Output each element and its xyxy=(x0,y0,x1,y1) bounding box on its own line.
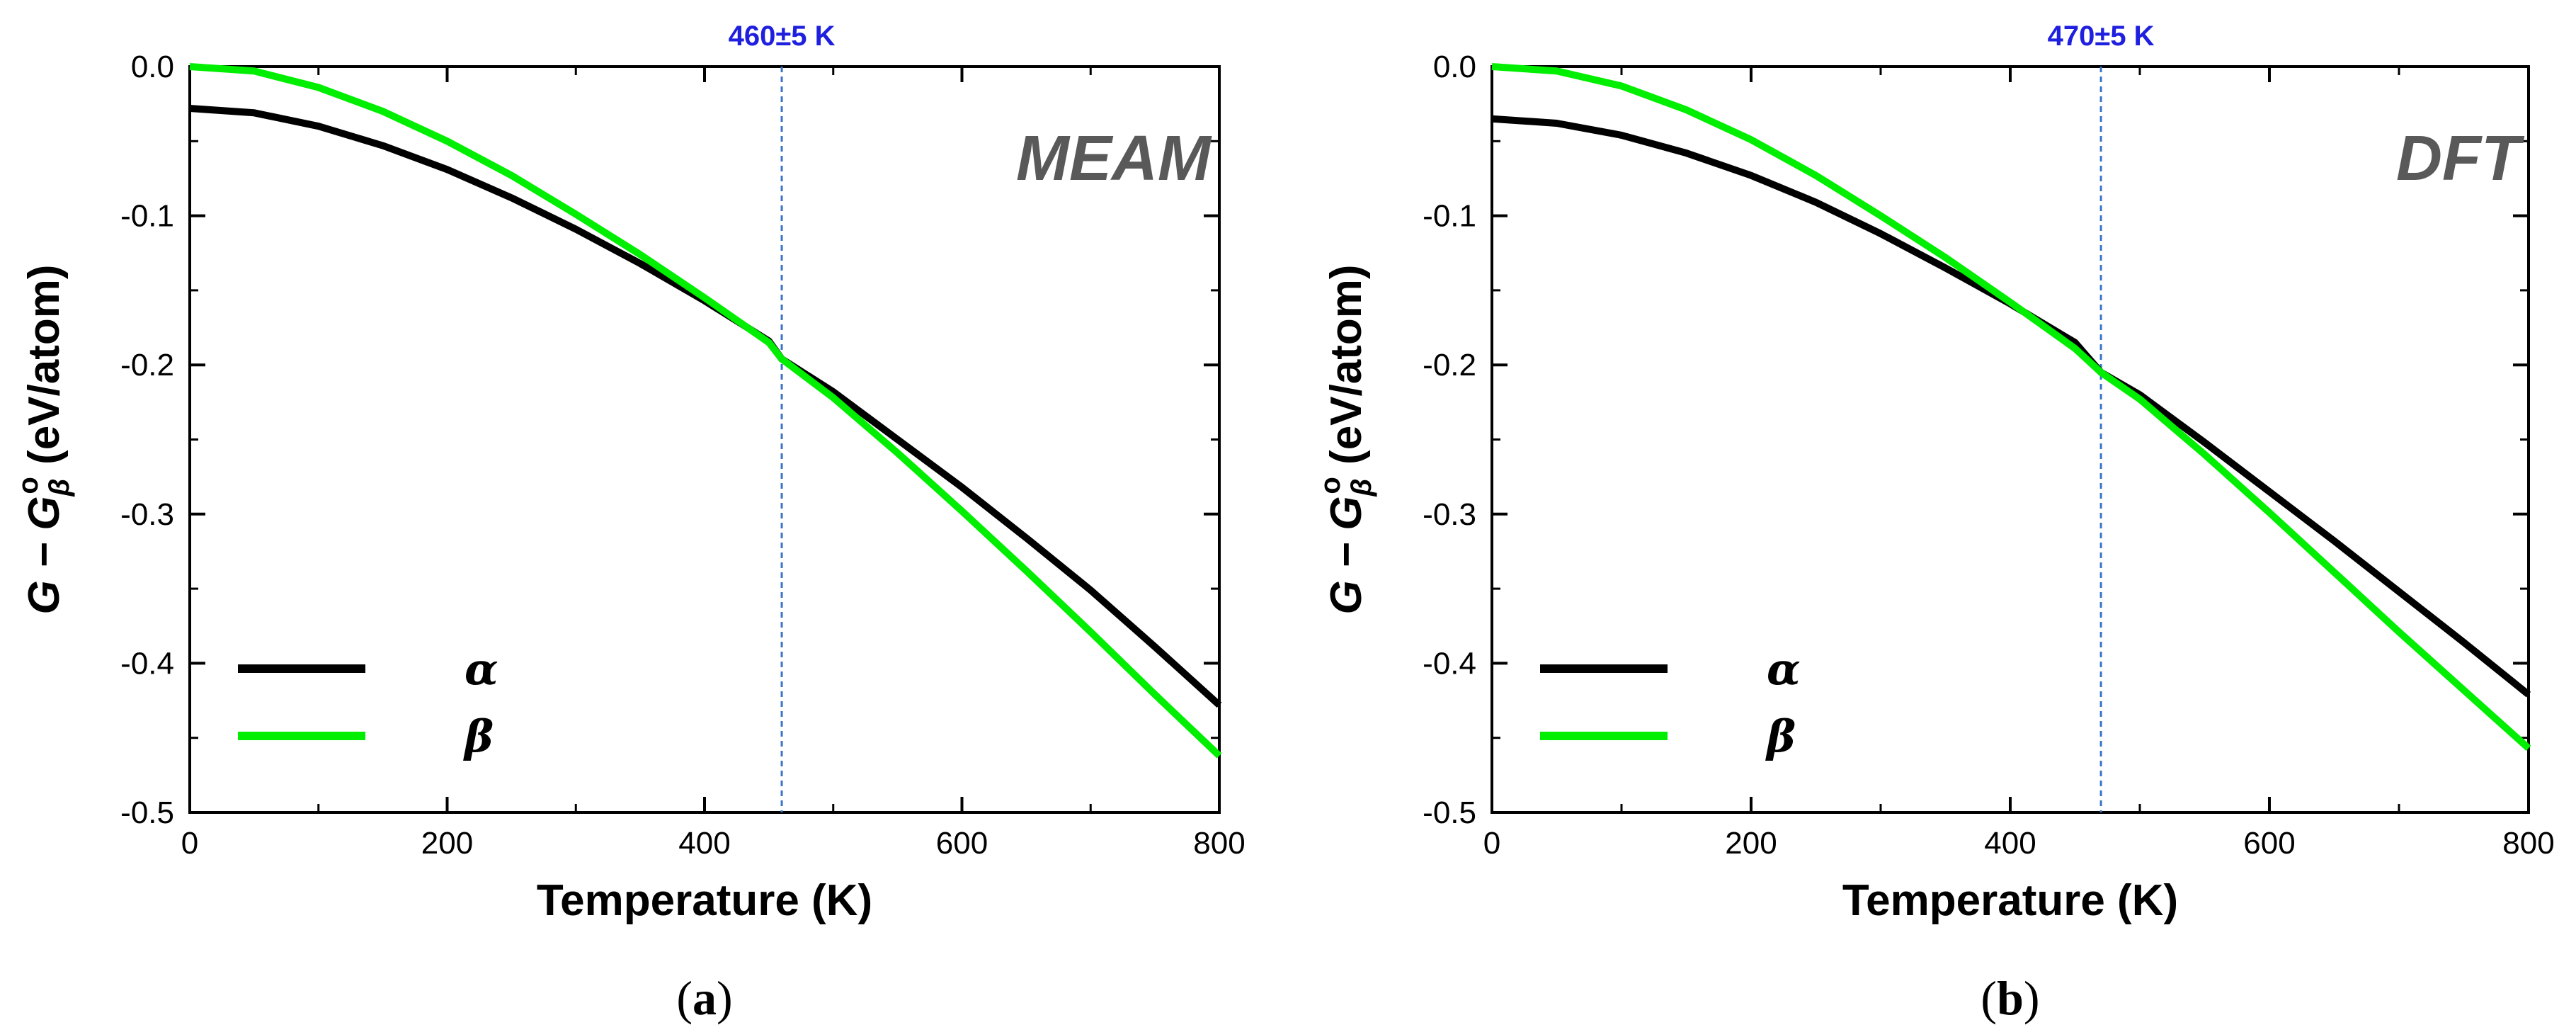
transition-temperature-label: 470±5 K xyxy=(2048,21,2155,52)
y-tick-label: -0.4 xyxy=(1423,646,1476,681)
panel-label-close: ) xyxy=(717,971,733,1025)
y-tick-label: -0.3 xyxy=(120,497,174,532)
transition-temperature-label: 460±5 K xyxy=(729,21,836,52)
panel-label-close: ) xyxy=(2024,971,2040,1025)
panel-label-letter: a xyxy=(693,971,717,1025)
y-tick-label: 0.0 xyxy=(1433,50,1476,84)
legend-label-beta: β xyxy=(1765,710,1796,762)
panel-label-letter: b xyxy=(1997,971,2024,1025)
x-axis-title: Temperature (K) xyxy=(1842,876,2178,925)
series-line-beta xyxy=(1491,63,2531,752)
y-tick-label: -0.3 xyxy=(1423,497,1476,532)
y-axis-title-unit: (eV/atom) xyxy=(20,264,69,477)
y-axis-title: G − Gβo (eV/atom) xyxy=(1315,264,1377,614)
y-tick-label: -0.5 xyxy=(120,795,174,830)
x-tick-label: 600 xyxy=(936,826,988,861)
y-axis-title-unit: (eV/atom) xyxy=(1322,264,1371,477)
method-label: MEAM xyxy=(1016,123,1212,194)
x-tick-labels: 0 200 400 600 800 xyxy=(1483,826,2555,861)
y-tick-label: 0.0 xyxy=(131,50,174,84)
plot-frame xyxy=(1491,65,2530,814)
x-tick-label: 400 xyxy=(678,826,730,861)
legend: α β xyxy=(1540,643,1801,762)
y-tick-label: -0.5 xyxy=(1423,795,1476,830)
panel-label: (a) xyxy=(676,971,732,1025)
legend-label-alpha: α xyxy=(465,643,498,695)
panel-label-open: ( xyxy=(1981,971,1997,1025)
legend-label-beta: β xyxy=(463,710,494,762)
x-tick-label: 0 xyxy=(181,826,198,861)
x-tick-label: 600 xyxy=(2243,826,2295,861)
y-tick-label: -0.1 xyxy=(120,199,174,234)
y-axis-title-main: G − G xyxy=(1322,496,1371,614)
y-tick-label: -0.2 xyxy=(120,348,174,382)
x-tick-label: 400 xyxy=(1984,826,2036,861)
y-axis-title-subscript: β xyxy=(1346,479,1377,497)
legend-label-alpha: α xyxy=(1767,643,1801,695)
series-line-beta xyxy=(189,63,1222,759)
x-tick-label: 200 xyxy=(1725,826,1777,861)
panel-label-open: ( xyxy=(676,971,693,1025)
chart-panel-b: 0 200 400 600 800 0.0 -0.1 -0.2 -0.3 -0.4 -0.5 47… xyxy=(1315,21,2555,1025)
y-tick-labels: 0.0 -0.1 -0.2 -0.3 -0.4 -0.5 xyxy=(1423,50,1476,830)
y-axis-title-main: G − G xyxy=(20,496,69,614)
y-axis-title-subscript: β xyxy=(44,479,75,497)
y-tick-label: -0.1 xyxy=(1423,199,1476,234)
tick-marks xyxy=(188,65,1221,814)
x-tick-labels: 0 200 400 600 800 xyxy=(181,826,1246,861)
series-line-alpha xyxy=(189,105,1222,708)
tick-marks xyxy=(1491,65,2530,814)
series-layer xyxy=(189,63,1222,759)
x-tick-label: 0 xyxy=(1483,826,1500,861)
y-tick-label: -0.4 xyxy=(120,646,174,681)
x-tick-label: 800 xyxy=(1193,826,1245,861)
y-axis-title-superscript: o xyxy=(13,477,44,494)
panel-label: (b) xyxy=(1981,971,2039,1025)
x-axis-title: Temperature (K) xyxy=(537,876,872,925)
x-tick-label: 200 xyxy=(421,826,473,861)
series-layer xyxy=(1491,63,2531,752)
y-tick-labels: 0.0 -0.1 -0.2 -0.3 -0.4 -0.5 xyxy=(120,50,174,830)
y-axis-title: G − Gβo (eV/atom) xyxy=(13,264,75,614)
y-axis-title-superscript: o xyxy=(1315,477,1346,494)
legend: α β xyxy=(238,643,498,762)
x-tick-label: 800 xyxy=(2502,826,2554,861)
y-tick-label: -0.2 xyxy=(1423,348,1476,382)
chart-panel-a: 0 200 400 600 800 0.0 -0.1 -0.2 -0.3 -0.4 -0.5 46… xyxy=(13,21,1246,1025)
method-label: DFT xyxy=(2396,123,2525,194)
